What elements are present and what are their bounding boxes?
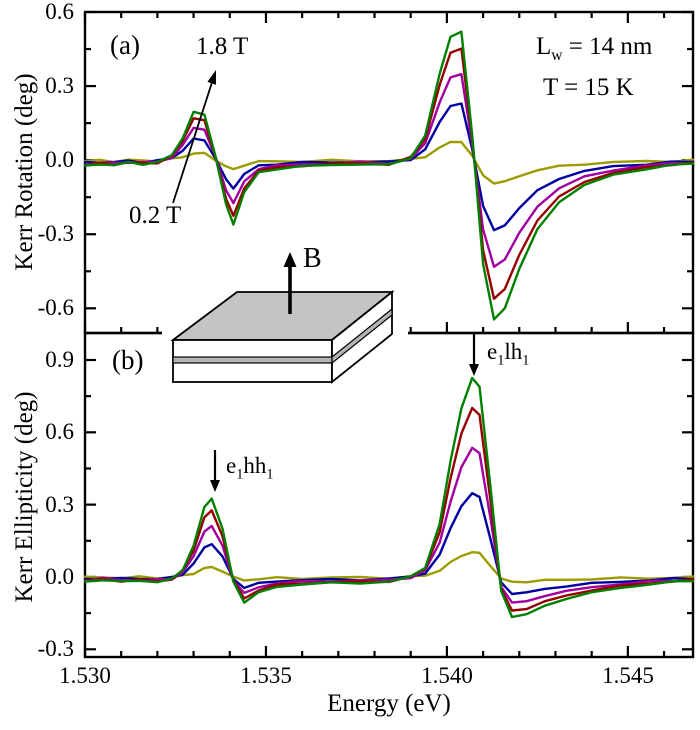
b-field-label: B xyxy=(303,243,322,274)
x-tick-label: 1.545 xyxy=(602,663,654,688)
lh-sub1: 1 xyxy=(497,352,505,369)
y-tick-label: 0.6 xyxy=(45,0,74,24)
well-width-value: = 14 nm xyxy=(562,33,653,60)
hh-transition-label: e1hh1 xyxy=(226,453,273,484)
x-axis-title: Energy (eV) xyxy=(327,690,451,717)
x-tick-label: 1.540 xyxy=(421,663,473,688)
y-tick-label: 0.3 xyxy=(45,73,74,98)
panel-b-label: (b) xyxy=(112,345,144,375)
slab-quantum-well-stripe-side xyxy=(331,307,393,365)
lh-sub2: 1 xyxy=(522,352,530,369)
lh-e: e xyxy=(487,339,498,364)
slab-quantum-well-stripe xyxy=(172,356,333,364)
y-tick-label: 0.9 xyxy=(45,347,74,372)
y-axis-title-rotation: Kerr Rotation (deg) xyxy=(11,73,38,271)
field-direction-arrow-shaft xyxy=(172,83,213,204)
temperature-label: T = 15 K xyxy=(543,74,634,101)
curve-a-1.0T xyxy=(83,72,695,268)
y-axis-title-ellipticity: Kerr Ellipticity (deg) xyxy=(11,391,38,603)
curve-b-1.8T xyxy=(83,376,695,619)
curve-a-1.8T xyxy=(83,30,695,321)
hh-sub2: 1 xyxy=(266,466,274,483)
lh-transition-arrow-head xyxy=(469,364,479,376)
hh-sub1: 1 xyxy=(236,466,244,483)
b-field-arrow-head xyxy=(283,252,297,267)
y-tick-label: 0.3 xyxy=(45,492,74,517)
y-tick-label: 0.0 xyxy=(45,147,74,172)
well-width-symbol: L xyxy=(536,33,552,60)
curve-b-1.0T xyxy=(83,446,695,604)
field-min-label: 0.2 T xyxy=(129,202,182,229)
field-max-label: 1.8 T xyxy=(196,33,249,60)
y-tick-label: -0.3 xyxy=(37,221,74,246)
well-width-subscript: w xyxy=(551,47,563,64)
hh-transition-arrow-head xyxy=(210,480,220,492)
panel-a-label: (a) xyxy=(110,30,140,60)
field-direction-arrow-head xyxy=(207,70,216,85)
well-width-label: Lw = 14 nm xyxy=(536,33,652,65)
y-tick-label: -0.6 xyxy=(37,295,74,320)
lh-transition-label: e1lh1 xyxy=(487,339,529,370)
y-tick-label: 0.0 xyxy=(45,564,74,589)
x-tick-label: 1.535 xyxy=(240,663,292,688)
y-tick-label: -0.3 xyxy=(37,636,74,661)
hh-e: e xyxy=(226,453,237,478)
x-tick-label: 1.530 xyxy=(59,663,111,688)
y-tick-label: 0.6 xyxy=(45,419,74,444)
hh-hh: hh xyxy=(243,453,267,478)
lh-lh: lh xyxy=(504,339,523,364)
